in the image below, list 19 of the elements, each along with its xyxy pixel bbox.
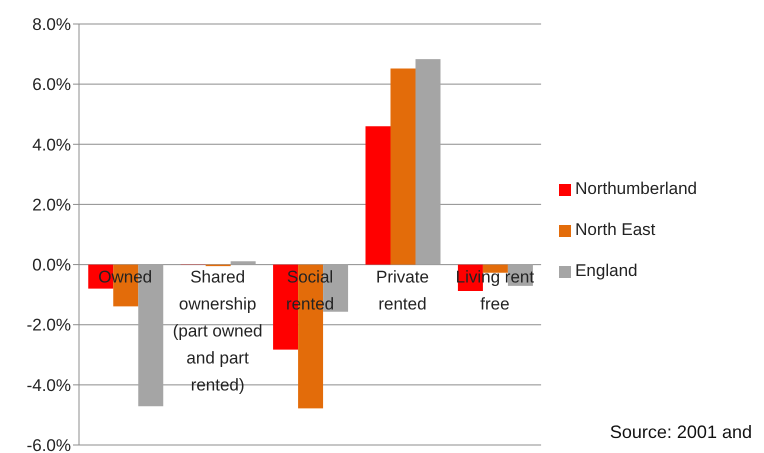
source-note: Source: 2001 and (610, 422, 752, 443)
bar (230, 261, 256, 265)
y-tick-label: 8.0% (32, 15, 71, 34)
y-tick-label: 6.0% (32, 75, 71, 94)
legend-label: England (575, 261, 638, 280)
y-tick-label: -2.0% (26, 316, 71, 335)
y-tick-label: 4.0% (32, 135, 71, 154)
bar (416, 59, 440, 265)
legend-label: North East (575, 220, 656, 239)
bar (390, 68, 416, 265)
bar (366, 126, 390, 265)
y-tick-label: 0.0% (32, 256, 71, 275)
legend-label: Northumberland (575, 179, 697, 198)
x-tick-label: Owned (98, 268, 152, 287)
x-tick-label: Shared ownership (part owned and part rented) (172, 268, 263, 395)
x-tick-label: Private rented (376, 268, 429, 314)
y-tick-label: 2.0% (32, 195, 71, 214)
y-tick-label: -4.0% (26, 376, 71, 395)
y-tick-label: -6.0% (26, 436, 71, 453)
